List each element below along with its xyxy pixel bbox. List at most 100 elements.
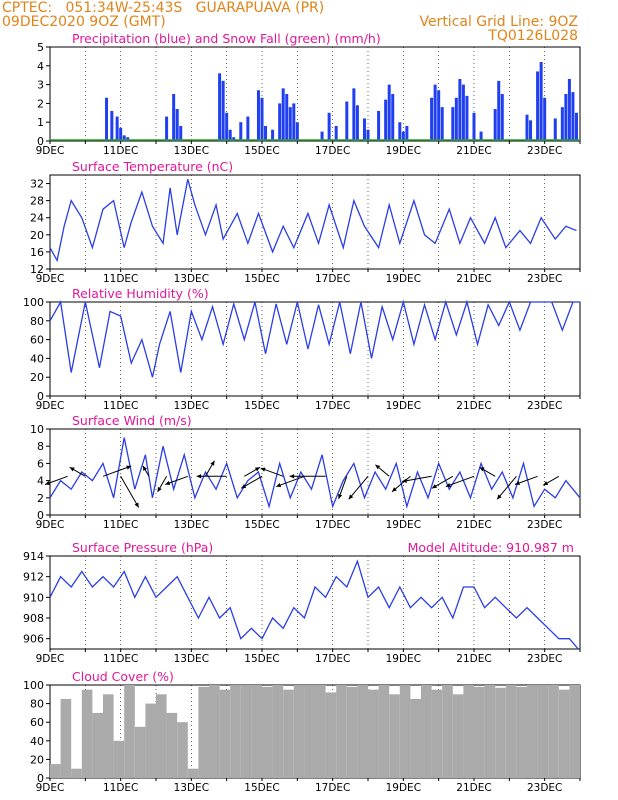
precip-bar: [232, 137, 236, 141]
cloud-bar: [113, 740, 125, 778]
y-tick-label: 4: [37, 475, 44, 488]
wind-arrow-head: [196, 474, 202, 479]
panel-title: Cloud Cover (%): [72, 669, 174, 684]
precip-bar: [398, 122, 402, 141]
cloud-bar: [219, 689, 231, 778]
y-tick-label: 0: [37, 772, 44, 785]
cloud-bar: [410, 698, 421, 778]
cloud-bar: [569, 685, 580, 778]
cloud-bar: [315, 685, 326, 778]
x-tick-label: 23DEC: [527, 400, 562, 412]
precip-bar: [334, 125, 338, 141]
cloud-bar: [60, 698, 72, 778]
cloud-bar: [399, 685, 411, 778]
cloud-bar: [442, 685, 453, 778]
x-tick-label: 13DEC: [174, 273, 209, 285]
x-tick-label: 9DEC: [36, 519, 65, 531]
precip-bar: [430, 97, 434, 141]
precip-bar: [172, 94, 176, 141]
y-tick-label: 0: [37, 135, 44, 148]
precip-bar: [126, 137, 130, 141]
x-tick-label: 17DEC: [315, 519, 350, 531]
precip-bar: [479, 131, 483, 141]
x-tick-label: 23DEC: [527, 145, 562, 157]
precip-bar: [225, 112, 229, 141]
precip-bar: [292, 103, 296, 141]
x-tick-label: 21DEC: [456, 519, 491, 531]
x-tick-label: 19DEC: [386, 400, 421, 412]
y-tick-label: 912: [23, 571, 44, 584]
wind-arrow-shaft: [496, 475, 517, 500]
x-tick-label: 15DEC: [244, 273, 279, 285]
series-line: [49, 179, 577, 263]
wind-arrow-head: [543, 481, 549, 486]
precip-bar: [179, 125, 183, 141]
precip-bar: [564, 94, 568, 141]
cloud-bar: [463, 685, 474, 778]
precip-bar: [571, 92, 575, 141]
precip-bar: [105, 97, 109, 141]
precip-bar: [218, 73, 222, 141]
wind-arrow-head: [432, 484, 438, 489]
x-tick-label: 9DEC: [36, 145, 65, 157]
precip-bar: [553, 118, 557, 141]
precip-bar: [221, 80, 225, 141]
x-tick-label: 15DEC: [244, 519, 279, 531]
y-tick-label: 4: [37, 60, 44, 73]
x-tick-label: 11DEC: [103, 782, 138, 794]
cloud-bar: [262, 686, 273, 778]
precip-bar: [500, 94, 504, 141]
panel-title: Surface Wind (m/s): [72, 413, 192, 428]
cloud-bar: [368, 689, 379, 778]
x-tick-label: 9DEC: [36, 782, 65, 794]
precip-bar: [355, 105, 359, 141]
cloud-bar: [474, 686, 485, 778]
series-line: [49, 559, 579, 650]
x-tick-label: 15DEC: [244, 782, 279, 794]
precip-bar: [295, 122, 299, 141]
y-tick-label: 906: [23, 633, 44, 646]
cloud-bar: [304, 685, 315, 778]
x-tick-label: 9DEC: [36, 273, 65, 285]
precip-bar: [454, 97, 458, 141]
x-tick-label: 11DEC: [103, 400, 138, 412]
cloud-bar: [495, 687, 506, 778]
precip-bar: [451, 107, 455, 141]
y-tick-label: 2: [37, 492, 44, 505]
precip-bar: [536, 71, 540, 141]
cloud-bar: [421, 685, 432, 778]
y-tick-label: 80: [30, 315, 44, 328]
y-tick-label: 40: [30, 352, 44, 365]
precip-bar: [278, 103, 282, 141]
cloud-bar: [293, 685, 305, 778]
x-tick-label: 23DEC: [527, 782, 562, 794]
wind-arrow-head: [142, 465, 148, 471]
header-station: CPTEC: 051:34W-25:43S GUARAPUAVA (PR): [2, 0, 325, 16]
x-tick-label: 17DEC: [315, 782, 350, 794]
precip-bar: [246, 116, 250, 141]
panel-title: Surface Temperature (nC): [72, 159, 233, 174]
x-tick-label: 17DEC: [315, 400, 350, 412]
x-tick-label: 19DEC: [386, 145, 421, 157]
y-tick-label: 20: [30, 753, 44, 766]
x-tick-label: 13DEC: [174, 519, 209, 531]
wind-arrow-shaft: [401, 475, 432, 483]
x-tick-label: 15DEC: [244, 653, 279, 665]
y-tick-label: 6: [37, 457, 44, 470]
y-tick-label: 100: [23, 679, 44, 692]
precip-bar: [497, 80, 501, 141]
x-tick-label: 17DEC: [315, 653, 350, 665]
x-tick-label: 21DEC: [456, 273, 491, 285]
header-date: 09DEC2020 9OZ (GMT): [2, 14, 166, 30]
panel-frame-0: [49, 46, 581, 142]
y-tick-label: 20: [30, 371, 44, 384]
precip-bar: [387, 84, 391, 141]
wind-arrow-head: [289, 474, 295, 479]
cloud-bar: [516, 686, 527, 778]
x-tick-label: 9DEC: [36, 653, 65, 665]
precip-bar: [529, 120, 533, 141]
x-tick-label: 15DEC: [244, 145, 279, 157]
y-tick-label: 80: [30, 698, 44, 711]
cloud-bar: [283, 689, 294, 778]
wind-arrow-head: [445, 482, 451, 488]
